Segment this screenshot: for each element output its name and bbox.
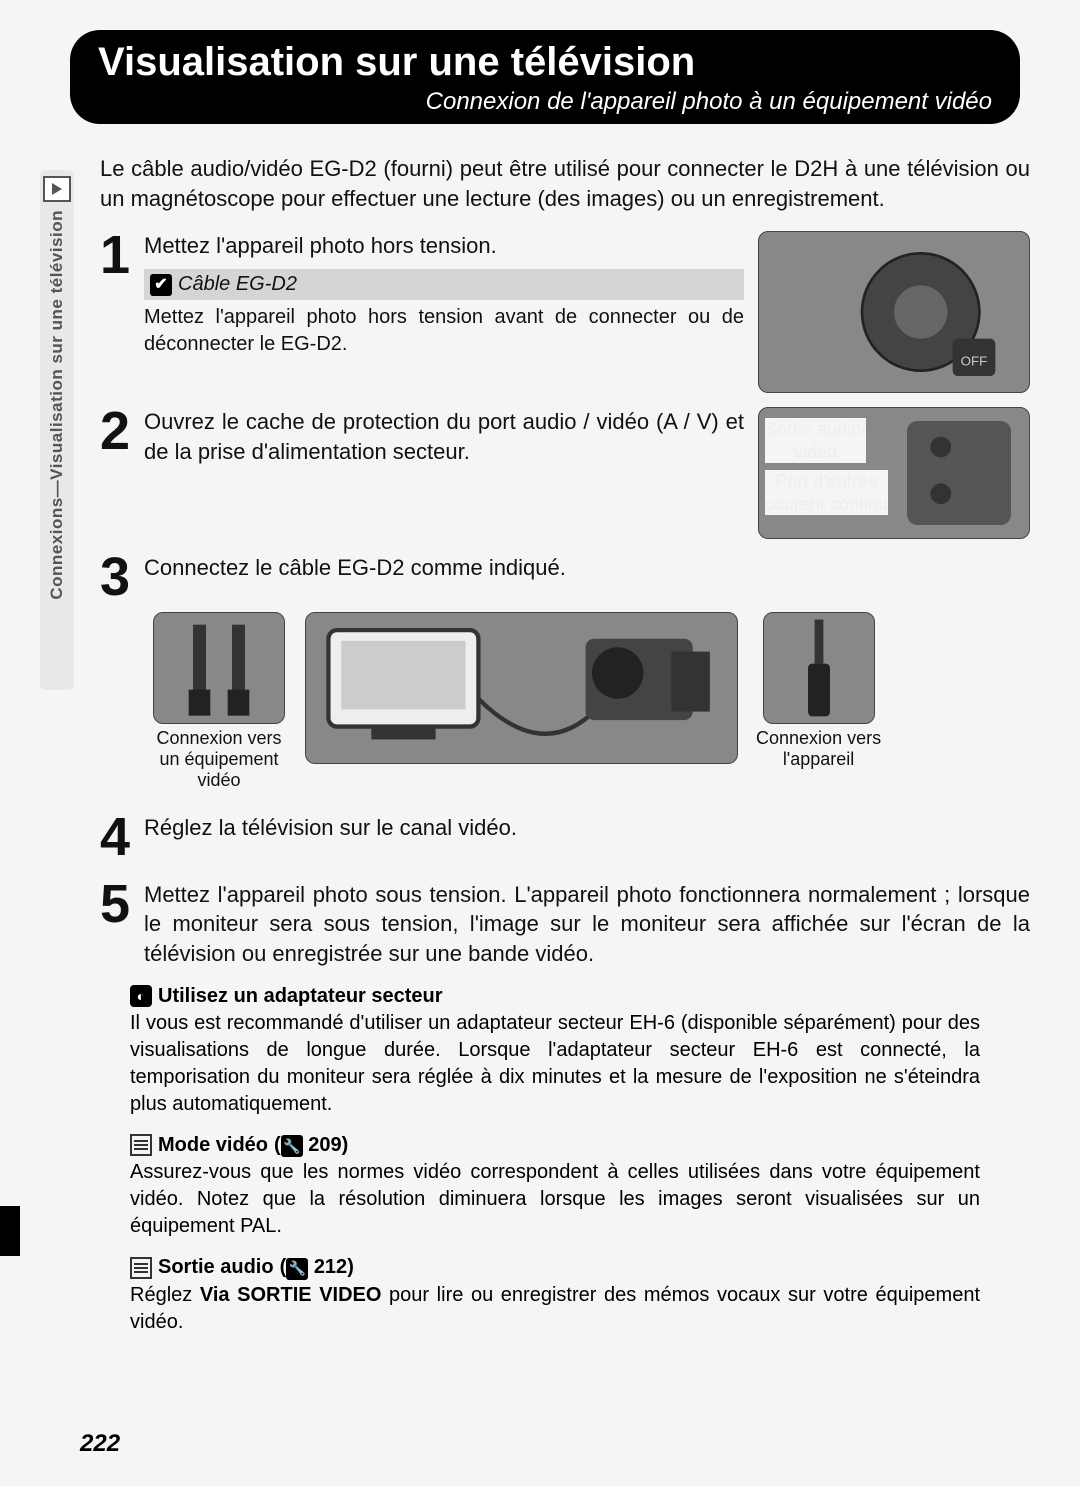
caption-video-equipment: Connexion vers un équipement vidéo [144, 728, 294, 791]
footer-notes: ◐ Utilisez un adaptateur secteur Il vous… [130, 985, 980, 1336]
callout-box: ✔ Câble EG-D2 Mettez l'appareil photo ho… [144, 269, 744, 358]
camera-top-illustration: OFF [758, 231, 1030, 393]
manual-page: Visualisation sur une télévision Connexi… [0, 0, 1080, 1486]
audio-out-title: Sortie audio [158, 1256, 274, 1279]
callout-header: ✔ Câble EG-D2 [144, 269, 744, 300]
step-4: 4 Réglez la télévision sur le canal vidé… [100, 813, 1030, 862]
step-number: 4 [100, 813, 144, 862]
camera-ports-illustration: Sortie audio/ vidéo Port d'entrée couran… [758, 407, 1030, 539]
step-3: 3 Connectez le câble EG-D2 comme indiqué… [100, 553, 1030, 799]
step-text: Réglez la télévision sur le canal vidéo. [144, 815, 517, 840]
section-tab: Connexions—Visualisation sur une télévis… [40, 170, 74, 690]
step-text: Mettez l'appareil photo hors tension. [144, 231, 744, 261]
callout-title: Câble EG-D2 [178, 271, 297, 298]
page-title: Visualisation sur une télévision [98, 38, 992, 86]
page-title-pill: Visualisation sur une télévision Connexi… [70, 30, 1020, 124]
step-text: Ouvrez le cache de protection du port au… [144, 409, 744, 464]
step-text: Mettez l'appareil photo sous tension. L'… [144, 882, 1030, 966]
step-2: 2 Ouvrez le cache de protection du port … [100, 407, 1030, 539]
intro-text: Le câble audio/vidéo EG-D2 (fourni) peut… [100, 154, 1030, 213]
menu-icon [130, 1134, 152, 1156]
step-body: Mettez l'appareil photo hors tension. ✔ … [144, 231, 744, 358]
step-body: Connectez le câble EG-D2 comme indiqué. [144, 553, 566, 602]
mini-plug-illustration [763, 612, 875, 724]
page-number: 222 [80, 1430, 120, 1458]
edge-tab [0, 1206, 20, 1256]
dc-port-label: Port d'entrée courant continu [765, 470, 888, 515]
audio-out-header: Sortie audio (🔧 212) [130, 1256, 980, 1280]
wrench-icon: 🔧 [281, 1135, 303, 1157]
step-number: 1 [100, 231, 144, 280]
section-tab-label: Connexions—Visualisation sur une télévis… [47, 210, 67, 600]
playback-icon [43, 176, 71, 202]
step-body: Ouvrez le cache de protection du port au… [144, 407, 744, 466]
content-area: Le câble audio/vidéo EG-D2 (fourni) peut… [100, 154, 1030, 969]
step-number: 2 [100, 407, 144, 456]
step-body: Mettez l'appareil photo sous tension. L'… [144, 880, 1030, 969]
step-1: 1 Mettez l'appareil photo hors tension. … [100, 231, 1030, 393]
tv-camera-connection-illustration [305, 612, 738, 764]
video-mode-header: Mode vidéo (🔧 209) [130, 1134, 980, 1158]
tip-icon: ◐ [130, 985, 152, 1007]
svg-text:OFF: OFF [961, 354, 988, 369]
menu-icon [130, 1257, 152, 1279]
step-body: Réglez la télévision sur le canal vidéo. [144, 813, 1030, 843]
av-port-label: Sortie audio/ vidéo [765, 418, 866, 463]
audio-out-body: Réglez Via SORTIE VIDEO pour lire ou enr… [130, 1282, 980, 1336]
step-number: 3 [100, 553, 144, 602]
rca-plugs-illustration [153, 612, 285, 724]
step-number: 5 [100, 880, 144, 929]
step-text: Connectez le câble EG-D2 comme indiqué. [144, 555, 566, 580]
page-subtitle: Connexion de l'appareil photo à un équip… [98, 88, 992, 116]
video-mode-title: Mode vidéo [158, 1134, 268, 1157]
adapter-note-header: ◐ Utilisez un adaptateur secteur [130, 985, 980, 1008]
wrench-icon: 🔧 [286, 1258, 308, 1280]
audio-out-ref: (🔧 212) [280, 1256, 354, 1280]
caution-icon: ✔ [150, 274, 172, 296]
adapter-note-body: Il vous est recommandé d'utiliser un ada… [130, 1010, 980, 1118]
step-5: 5 Mettez l'appareil photo sous tension. … [100, 880, 1030, 969]
video-mode-body: Assurez-vous que les normes vidéo corres… [130, 1159, 980, 1240]
caption-camera: Connexion vers l'appareil [749, 728, 889, 770]
video-mode-ref: (🔧 209) [274, 1134, 348, 1158]
adapter-note-title: Utilisez un adaptateur secteur [158, 985, 443, 1008]
callout-body: Mettez l'appareil photo hors tension ava… [144, 304, 744, 358]
